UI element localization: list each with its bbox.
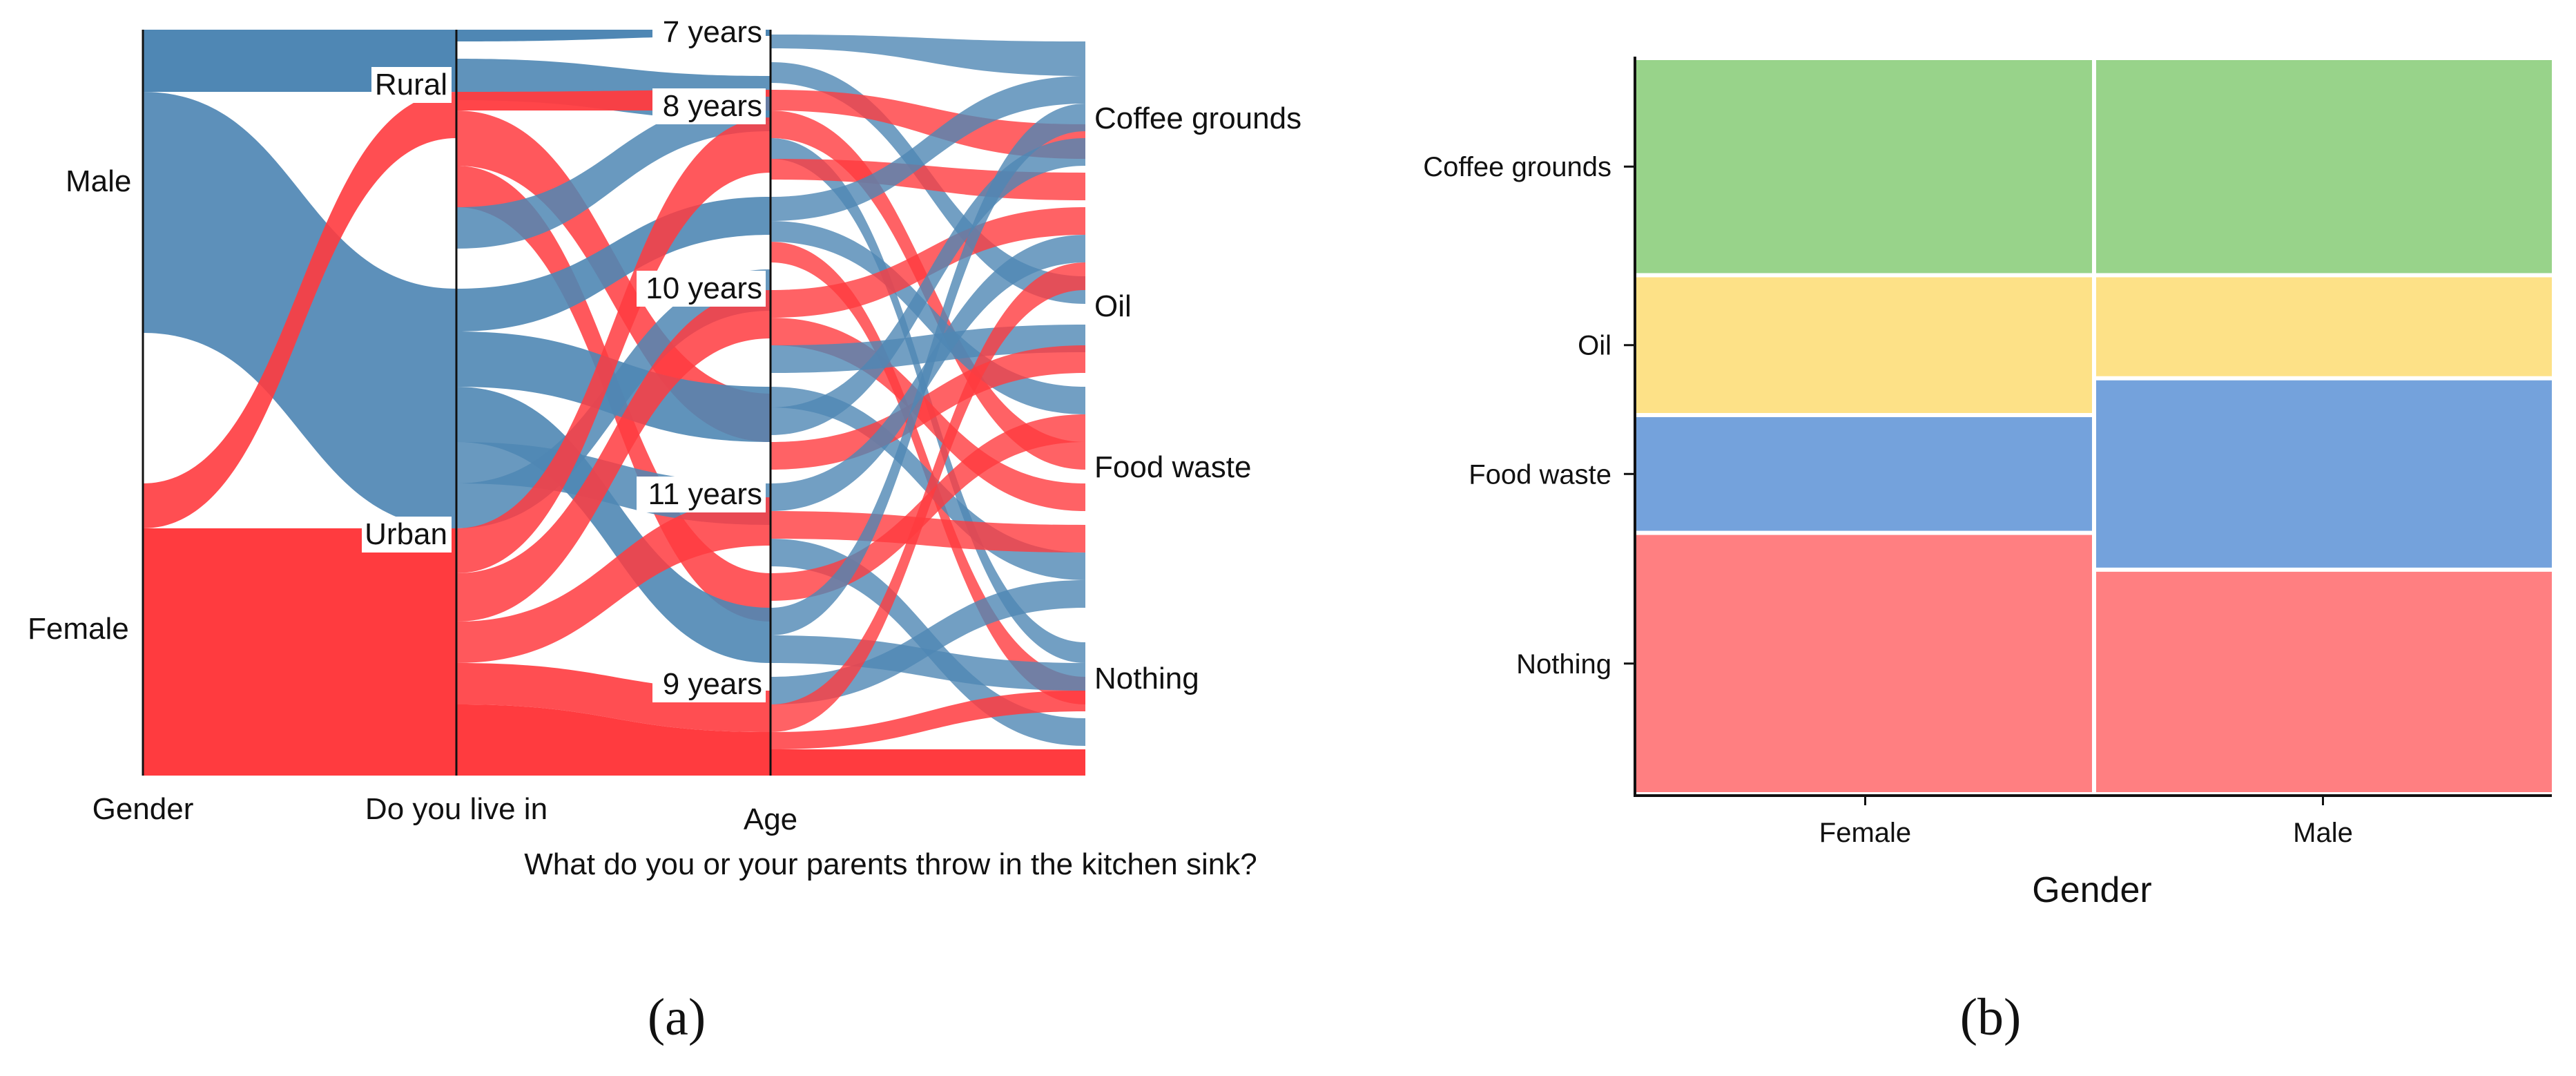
flow-age-sink-7 [771,221,1085,414]
flow-age-sink-0 [771,35,1085,76]
x-tick-label-male: Male [2293,818,2353,848]
node-label-female: Female [28,612,129,646]
flow-residence-age-11 [456,117,771,573]
alluvial-labels: Male Female Rural Urban 7 years 8 years … [28,15,1301,881]
node-label-male: Male [66,164,131,198]
node-label-age-8: 8 years [663,89,762,123]
x-tick-label-female: Female [1819,818,1911,848]
axis-title-residence: Do you live in [365,792,548,826]
flow-residence-age-13 [456,497,771,663]
mosaic-tile-female-oil [1636,277,2092,414]
mosaic-tile-male-nothing [2096,571,2552,792]
mosaic-tile-female-nothing [1636,535,2092,792]
node-label-food-waste: Food waste [1094,450,1251,484]
alluvial-flows [143,30,1085,776]
node-label-age-10: 10 years [646,271,762,305]
mosaic-tile-male-food-waste [2096,380,2552,568]
y-tick-label-nothing: Nothing [1516,649,1611,680]
x-axis-title: Gender [2032,870,2151,910]
mosaic-tiles [1636,60,2552,792]
node-label-age-7: 7 years [663,15,762,49]
node-label-urban: Urban [365,517,447,551]
node-label-oil: Oil [1094,289,1132,323]
alluvial-chart: Male Female Rural Urban 7 years 8 years … [28,15,1301,1046]
alluvial-axes [142,30,772,776]
axis-title-gender: Gender [93,792,194,826]
flow-age-sink-23 [771,691,1085,749]
flow-age-sink-2 [771,90,1085,159]
flow-female-urban [143,528,456,776]
panel-label-b: (b) [1960,988,2022,1046]
y-tick-label-food-waste: Food waste [1469,459,1611,490]
mosaic-tile-female-coffee-grounds [1636,60,2092,273]
axis-title-age: Age [744,803,797,836]
flow-residence-age-6 [456,197,771,332]
flow-age-sink-9 [771,207,1085,318]
flow-age-sink-22 [771,262,1085,732]
flow-residence-age-14 [456,663,771,732]
panel-label-a: (a) [648,988,706,1046]
flow-residence-age-5 [456,97,771,249]
flow-age-sink-24 [771,749,1085,776]
node-label-age-11: 11 years [648,477,763,511]
flow-age-sink-16 [771,511,1085,553]
flow-residence-age-12 [456,290,771,622]
flow-residence-age-10 [456,269,771,528]
flow-female-rural [143,92,456,528]
node-label-rural: Rural [375,68,447,102]
y-tick-label-oil: Oil [1578,331,1611,361]
mosaic-tile-male-oil [2096,277,2552,376]
mosaic-chart: Coffee grounds Oil Food waste Nothing Femal… [1423,57,2552,1046]
flow-age-sink-13 [771,138,1085,435]
node-label-nothing: Nothing [1094,662,1199,695]
mosaic-y-ticks: Coffee grounds Oil Food waste Nothing [1423,152,1635,680]
flow-age-sink-20 [771,635,1085,691]
flow-age-sink-6 [771,76,1085,221]
node-label-age-9: 9 years [663,667,762,701]
mosaic-tile-female-food-waste [1636,417,2092,531]
flow-residence-age-15 [456,704,771,776]
axis-title-sink: What do you or your parents throw in the… [524,847,1257,881]
flow-age-sink-14 [771,345,1085,470]
flow-age-sink-19 [771,104,1085,635]
y-tick-label-coffee-grounds: Coffee grounds [1423,152,1611,182]
mosaic-x-ticks: Female Male [1819,796,2353,848]
node-label-coffee-grounds: Coffee grounds [1094,102,1301,135]
mosaic-tile-male-coffee-grounds [2096,60,2552,273]
